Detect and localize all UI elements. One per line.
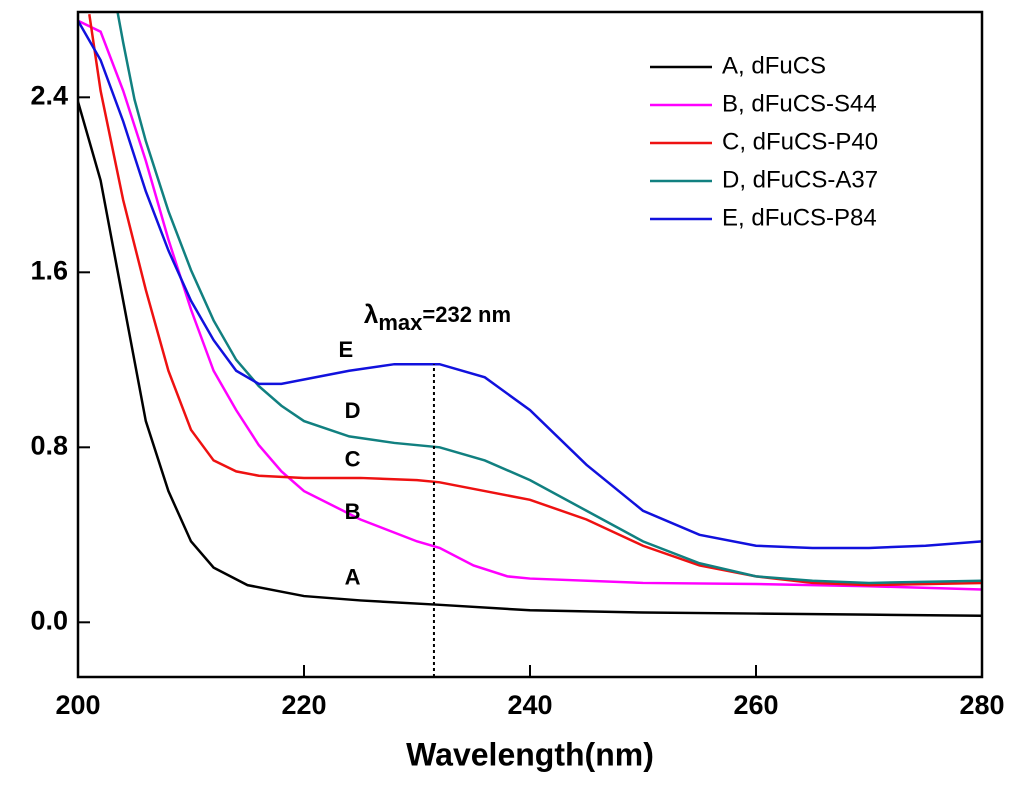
peak-label-part: max <box>378 310 423 335</box>
y-tick-label: 2.4 <box>30 80 68 110</box>
x-tick-label: 260 <box>733 690 778 720</box>
x-tick-label: 220 <box>281 690 326 720</box>
peak-label-part: λ <box>364 299 379 329</box>
legend-label: D, dFuCS-A37 <box>722 166 878 193</box>
curve-label: A <box>345 564 361 589</box>
plot-frame <box>76 10 984 679</box>
series-line <box>78 20 982 550</box>
lines <box>78 12 982 617</box>
curve-label: D <box>345 398 361 423</box>
legend-label: E, dFuCS-P84 <box>722 204 877 231</box>
y-tick-label: 1.6 <box>30 255 68 285</box>
y-tick-label: 0.8 <box>30 430 68 460</box>
x-tick-label: 240 <box>507 690 552 720</box>
curve-label: E <box>338 337 353 362</box>
curve-label: C <box>345 446 361 471</box>
legend-label: A, dFuCS <box>722 52 826 79</box>
legend-label: B, dFuCS-S44 <box>722 90 877 117</box>
legend-label: C, dFuCS-P40 <box>722 128 878 155</box>
series-line <box>78 101 982 617</box>
series-line <box>116 12 982 585</box>
y-tick-label: 0.0 <box>30 605 68 635</box>
x-tick-label: 280 <box>959 690 1004 720</box>
peak-label: λmax=232 nm <box>364 299 511 335</box>
curve-label: B <box>345 499 361 524</box>
peak-label-part: =232 nm <box>422 302 511 327</box>
series-line <box>78 19 982 591</box>
x-tick-label: 200 <box>55 690 100 720</box>
x-axis-label: Wavelength(nm) <box>406 736 654 772</box>
